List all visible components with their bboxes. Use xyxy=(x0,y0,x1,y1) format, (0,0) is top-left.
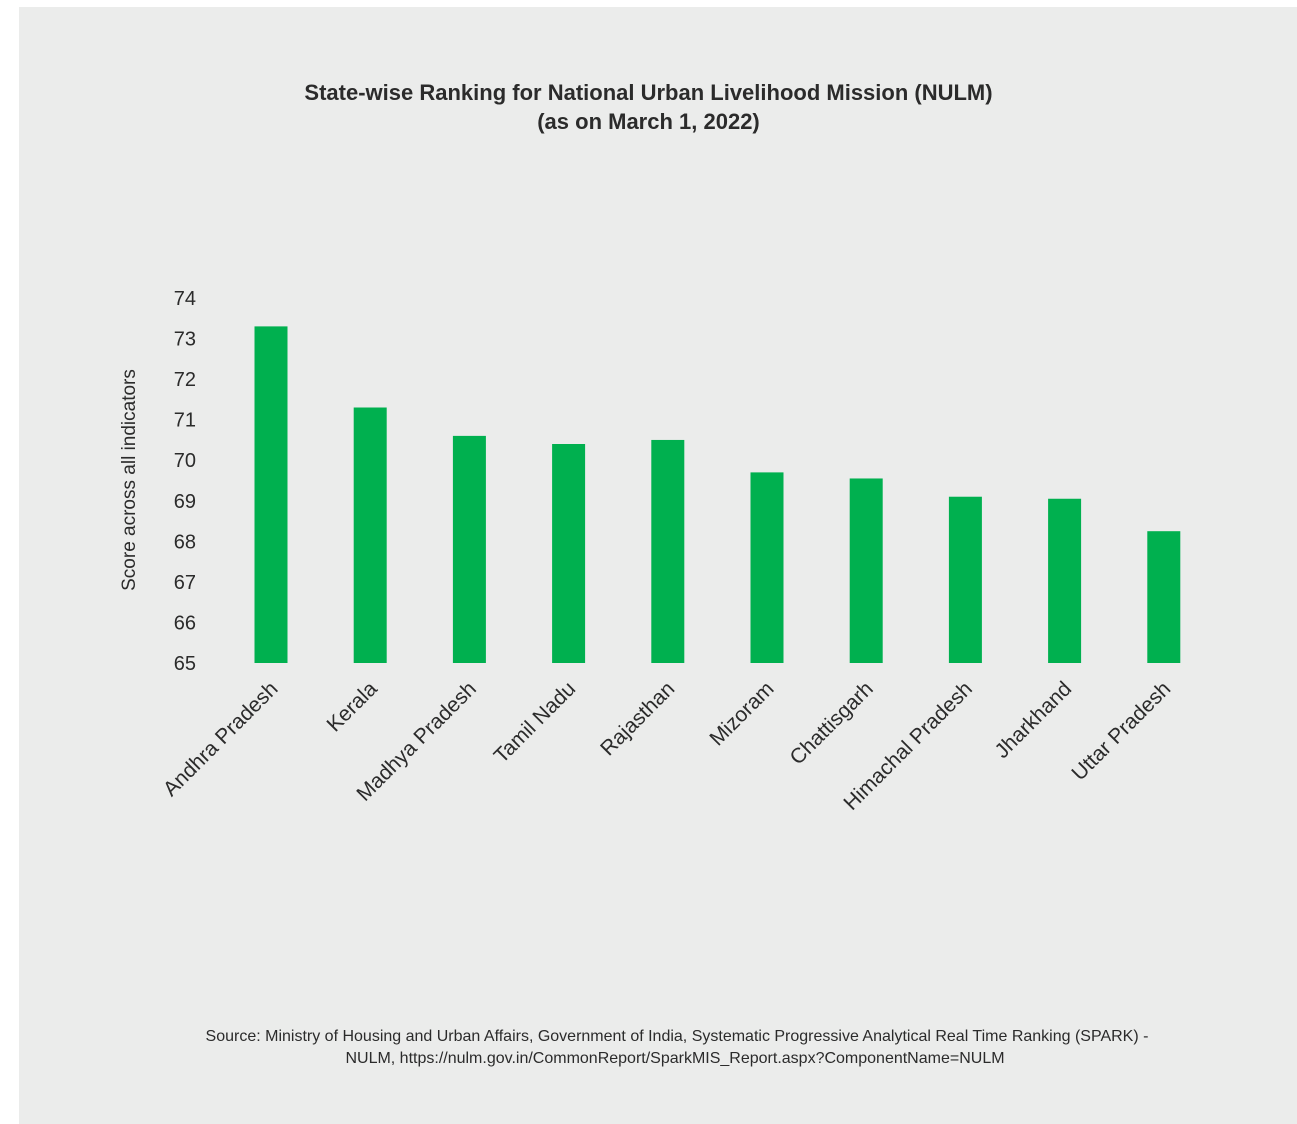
bar xyxy=(552,444,586,663)
bar xyxy=(353,407,387,663)
bar xyxy=(948,496,982,663)
category-label: Rajasthan xyxy=(596,677,679,760)
category-label: Chattisgarh xyxy=(786,677,878,769)
y-tick-label: 74 xyxy=(174,288,196,310)
bars xyxy=(254,326,1181,663)
source-note-line1: Source: Ministry of Housing and Urban Af… xyxy=(205,1028,1149,1045)
bar xyxy=(849,478,883,663)
y-tick-label: 71 xyxy=(174,410,196,432)
category-label: Uttar Pradesh xyxy=(1067,677,1175,785)
y-tick-label: 73 xyxy=(174,329,196,351)
source-note-line2: NULM, https://nulm.gov.in/CommonReport/S… xyxy=(345,1050,1005,1067)
bar xyxy=(1048,498,1082,663)
y-tick-label: 65 xyxy=(174,653,196,675)
y-axis-label-group: Score across all indicators xyxy=(119,369,140,591)
category-label: Tamil Nadu xyxy=(490,677,581,768)
y-axis-label: Score across all indicators xyxy=(119,369,140,591)
y-tick-label: 67 xyxy=(174,572,196,594)
bar xyxy=(750,472,784,663)
bar xyxy=(651,439,685,663)
category-label: Kerala xyxy=(323,677,382,736)
chart-title: State-wise Ranking for National Urban Li… xyxy=(304,80,993,105)
bar xyxy=(452,435,486,663)
bar-chart: Score across all indicators 65 66 67 68 69 70… xyxy=(119,288,1181,815)
chart-subtitle: (as on March 1, 2022) xyxy=(537,109,760,134)
category-label: Mizoram xyxy=(705,677,778,750)
bar xyxy=(1147,531,1181,663)
y-tick-labels: 65 66 67 68 69 70 71 72 73 74 xyxy=(174,288,196,675)
y-tick-label: 66 xyxy=(174,612,196,634)
bar xyxy=(254,326,288,663)
y-tick-label: 70 xyxy=(174,450,196,472)
category-label: Jharkhand xyxy=(991,677,1077,763)
y-tick-label: 72 xyxy=(174,369,196,391)
y-tick-label: 68 xyxy=(174,531,196,553)
category-label: Andhra Pradesh xyxy=(159,677,283,801)
y-tick-label: 69 xyxy=(174,491,196,513)
